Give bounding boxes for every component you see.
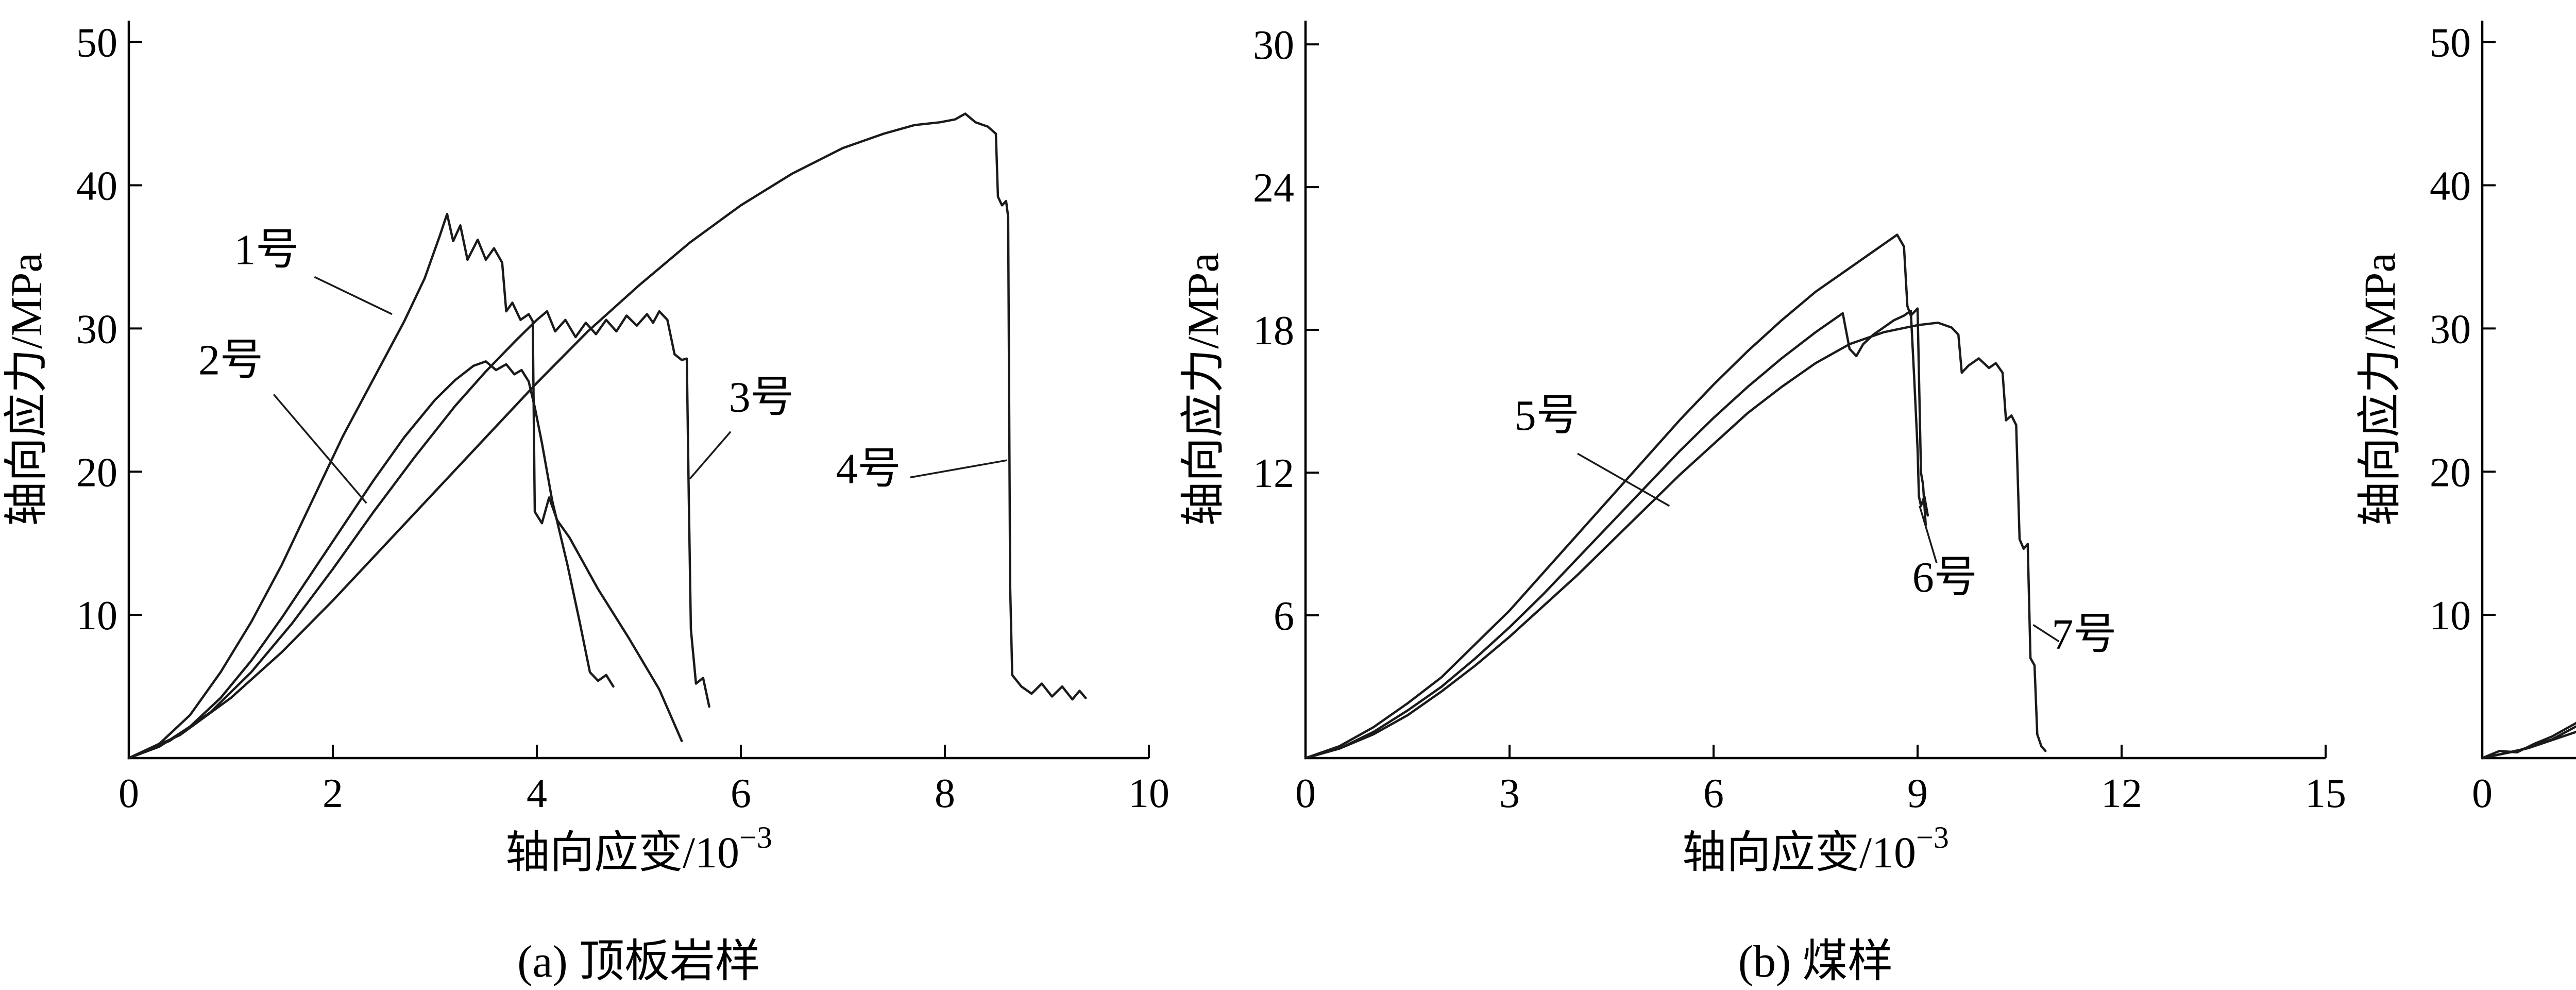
chart-panel-c: 024681020304050轴向应力/MPa轴向应变/10−38号9号10号 … <box>2353 0 2576 981</box>
y-tick-label: 18 <box>1253 308 1294 354</box>
roof-rock-stress-strain-chart: 0 2 4 6 8 10 10 20 30 40 50 轴向应力/MPa 轴向应变/10−3 1号 2号 3号… <box>2 21 1170 877</box>
x-tick-label: 9 <box>1907 771 1928 816</box>
chart-caption-c: (c) 底板岩样 <box>2482 925 2576 990</box>
chart-panel-a: 0 2 4 6 8 10 10 20 30 40 50 轴向应力/MPa 轴向应变/10−3 1号 2号 3号… <box>0 0 1177 987</box>
series-leader-line <box>1919 506 1938 563</box>
y-axis-label: 轴向应力/MPa <box>2355 253 2404 526</box>
x-axis-label: 轴向应变/10−3 <box>1682 820 1949 877</box>
y-tick-label: 6 <box>1274 594 1294 639</box>
series-curve-3 <box>1304 321 2047 760</box>
y-tick-label: 10 <box>2430 593 2471 639</box>
series-label: 5号 <box>1515 392 1580 440</box>
series-curve-1 <box>1304 233 1927 760</box>
x-tick-label: 6 <box>1703 771 1724 816</box>
x-tick-label: 10 <box>1128 771 1170 816</box>
y-tick-label: 24 <box>1253 165 1294 211</box>
y-tick-label: 20 <box>2430 450 2471 495</box>
series-leader-line <box>314 276 393 315</box>
y-tick-label: 50 <box>76 21 117 66</box>
series-curve-1 <box>127 212 683 760</box>
series-label: 2号 <box>198 336 263 384</box>
series-leader-line <box>689 431 732 480</box>
x-tick-label: 12 <box>2101 771 2142 816</box>
y-tick-label: 20 <box>76 450 117 495</box>
series-label: 4号 <box>836 445 901 493</box>
y-axis-label: 轴向应力/MPa <box>2 253 51 526</box>
series-curve-3 <box>2481 730 2576 760</box>
series-curve-2 <box>1304 309 1929 760</box>
y-axis-label: 轴向应力/MPa <box>1178 253 1228 526</box>
chart-panel-b: 0 3 6 9 12 15 6 12 18 24 30 轴向应力/MPa 轴向应变/10−3 5号 6号 7号… <box>1177 0 2353 987</box>
series-label: 7号 <box>2052 611 2116 659</box>
series-leader-line <box>2032 624 2060 643</box>
x-tick-label: 8 <box>935 771 955 816</box>
x-tick-label: 3 <box>1499 771 1520 816</box>
series-curve-1 <box>2481 721 2576 760</box>
x-tick-label: 0 <box>2472 771 2493 816</box>
chart-caption-b: (b) 煤样 <box>1738 937 1893 987</box>
y-tick-label: 30 <box>1253 23 1294 68</box>
series-leader-line <box>1577 452 1670 507</box>
x-tick-label: 6 <box>731 771 751 816</box>
y-tick-label: 12 <box>1253 451 1294 496</box>
series-label: 3号 <box>729 374 794 422</box>
chart-caption-a: (a) 顶板岩样 <box>517 937 760 987</box>
y-tick-label: 50 <box>2430 21 2471 66</box>
series-curve-2 <box>2481 725 2576 760</box>
series-leader-line <box>910 459 1008 479</box>
x-tick-label: 4 <box>527 771 547 816</box>
axes <box>1304 21 2326 760</box>
coal-stress-strain-chart: 0 3 6 9 12 15 6 12 18 24 30 轴向应力/MPa 轴向应变/10−3 5号 6号 7号 <box>1178 21 2346 877</box>
y-tick-label: 40 <box>76 164 117 209</box>
x-axis-label: 轴向应变/10−3 <box>505 820 772 877</box>
axes <box>2481 21 2576 760</box>
x-tick-label: 2 <box>323 771 343 816</box>
series-label: 6号 <box>1912 553 1977 601</box>
y-tick-label: 30 <box>76 307 117 352</box>
x-tick-label: 0 <box>1295 771 1316 816</box>
y-tick-label: 30 <box>2430 307 2471 352</box>
series-curve-4 <box>127 112 1087 760</box>
series-leader-line <box>273 394 367 504</box>
axes <box>127 21 1149 760</box>
y-tick-label: 40 <box>2430 164 2471 209</box>
series-label: 1号 <box>234 226 299 274</box>
y-tick-label: 10 <box>76 593 117 639</box>
x-tick-label: 0 <box>118 771 139 816</box>
x-tick-label: 15 <box>2305 771 2346 816</box>
